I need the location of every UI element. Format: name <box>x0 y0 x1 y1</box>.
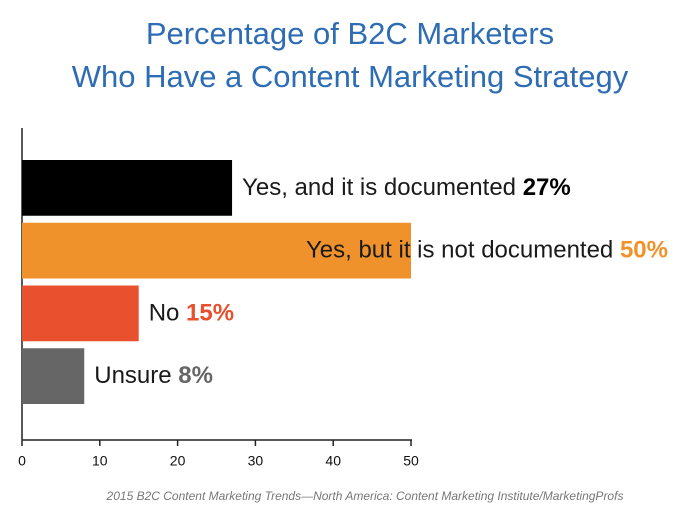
value-label: 50% <box>620 237 668 264</box>
value-label: 8% <box>178 362 213 389</box>
bar <box>22 160 233 216</box>
x-tick-label: 20 <box>170 453 186 469</box>
chart-title: Percentage of B2C Marketers <box>146 16 554 51</box>
value-label: 27% <box>523 174 571 201</box>
bar <box>22 222 411 279</box>
bar-label: Yes, but it is not documented 50% <box>306 237 668 264</box>
source: 2015 B2C Content Marketing Trends—North … <box>106 489 624 503</box>
category-label: No <box>149 300 180 327</box>
x-tick-label: 30 <box>248 453 264 469</box>
chart-title: Who Have a Content Marketing Strategy <box>72 59 629 94</box>
bar-label: Unsure 8% <box>94 362 213 389</box>
x-tick-label: 50 <box>403 453 419 469</box>
bar <box>22 285 139 342</box>
category-label: Yes, but it is not documented <box>306 237 613 264</box>
bar-label: No 15% <box>149 300 234 327</box>
x-tick-label: 40 <box>325 453 341 469</box>
x-tick-label: 0 <box>18 453 26 469</box>
category-label: Yes, and it is documented <box>242 174 516 201</box>
x-tick-label: 10 <box>92 453 108 469</box>
category-label: Unsure <box>94 362 171 389</box>
bar <box>22 348 85 404</box>
bar-label: Yes, and it is documented 27% <box>242 174 571 201</box>
value-label: 15% <box>186 300 234 327</box>
